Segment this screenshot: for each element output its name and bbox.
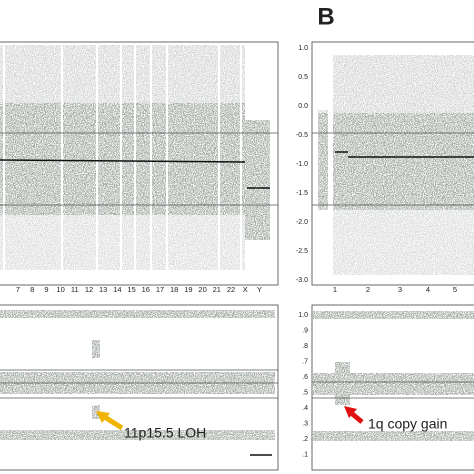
gap [61,43,63,283]
x-label: 12 [85,285,93,294]
arrow-head [96,411,110,423]
arrow [101,413,124,431]
point-cloud [245,120,270,240]
y-tick-label: .7 [302,358,308,365]
y-tick-label: 1.0 [298,45,308,52]
y-tick-label: .5 [302,389,308,396]
fade [312,43,474,113]
panel-label: B [317,3,334,30]
x-label: 17 [156,285,164,294]
x-label: 3 [398,285,402,294]
gap [240,43,242,283]
x-label: 8 [30,285,34,294]
gap [150,43,152,283]
annotation: 1q copy gain [368,416,447,432]
point-cloud [92,340,100,358]
x-label: 18 [170,285,178,294]
y-tick-label: 0.5 [298,74,308,81]
y-tick-label: .2 [302,436,308,443]
point-cloud [313,311,474,319]
y-tick-label: -2.0 [296,219,308,226]
gap [134,43,136,283]
x-label: 21 [213,285,221,294]
gap [3,43,5,283]
annotation: 11p15.5 LOH [124,425,206,441]
point-cloud [335,362,350,374]
y-tick-label: .1 [302,451,308,458]
point-cloud [92,405,100,419]
x-label: Y [257,285,262,294]
x-label: 22 [227,285,235,294]
y-tick-label: .8 [302,343,308,350]
x-label: 19 [184,285,192,294]
y-tick-label: 1.0 [298,312,308,319]
frame [0,304,279,471]
y-tick-label: .4 [302,405,308,412]
frame [0,41,279,286]
fade [0,43,278,103]
arrow-head [344,406,357,418]
y-tick-label: .6 [302,374,308,381]
frame [311,41,474,286]
gap [166,43,168,283]
plots [0,43,474,456]
y-tick-label: .9 [302,327,308,334]
gap [96,43,98,283]
x-label: 20 [198,285,206,294]
y-tick-label: .3 [302,420,308,427]
x-label: 4 [426,285,430,294]
frame [311,304,474,471]
x-label: 9 [44,285,48,294]
x-label: 10 [56,285,64,294]
x-label: 14 [113,285,121,294]
y-tick-label: -2.5 [296,248,308,255]
labels: 7 8 9 10 11 12 13 14 15 16 17 18 19 20 21 22 X Y1.00.50.0… [16,45,457,459]
y-tick-label: 0.0 [298,103,308,110]
gap [330,43,333,283]
point-cloud [0,310,275,318]
y-tick-label: -1.5 [296,190,308,197]
ref-line [0,159,246,163]
gap [120,43,122,283]
y-tick-label: -1.0 [296,161,308,168]
point-cloud [318,110,328,210]
x-label: 7 [16,285,20,294]
x-label: 15 [127,285,135,294]
y-tick-label: -3.0 [296,277,308,284]
point-cloud [0,430,275,440]
point-cloud [335,393,350,405]
fade [0,215,245,283]
x-label: 2 [366,285,370,294]
point-cloud [313,431,474,441]
x-label: 5 [453,285,457,294]
point-cloud [313,373,474,395]
x-label: 13 [99,285,107,294]
x-label: 11 [71,285,79,294]
x-label: X [243,285,248,294]
fade [312,210,474,283]
gap [218,43,220,283]
x-label: 16 [142,285,150,294]
x-label: 1 [333,285,337,294]
y-tick-label: -0.5 [296,132,308,139]
